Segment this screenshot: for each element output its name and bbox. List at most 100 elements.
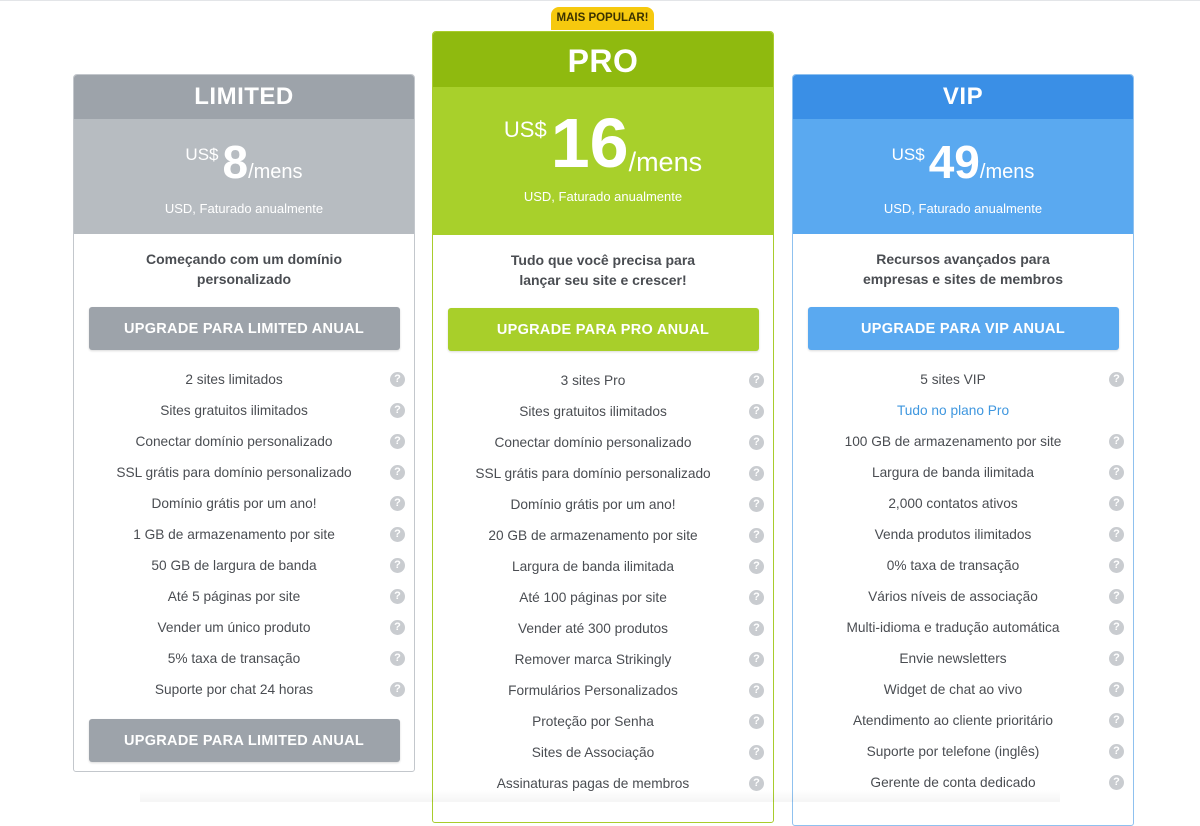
feature-item: Widget de chat ao vivo?: [793, 674, 1133, 705]
help-icon[interactable]: ?: [1109, 527, 1124, 542]
help-icon[interactable]: ?: [390, 651, 405, 666]
feature-label: Sites gratuitos ilimitados: [519, 404, 667, 419]
feature-label: 5% taxa de transação: [167, 651, 301, 666]
feature-item: 50 GB de largura de banda?: [74, 550, 414, 581]
feature-item: Domínio grátis por um ano!?: [433, 489, 773, 520]
feature-label: Assinaturas pagas de membros: [496, 776, 690, 791]
feature-item: 1 GB de armazenamento por site?: [74, 519, 414, 550]
help-icon[interactable]: ?: [749, 528, 764, 543]
help-icon[interactable]: ?: [390, 589, 405, 604]
help-icon[interactable]: ?: [749, 683, 764, 698]
feature-label: Multi-idioma e tradução automática: [846, 620, 1060, 635]
feature-list: 3 sites Pro? Sites gratuitos ilimitados? C…: [433, 365, 773, 799]
feature-label: SSL grátis para domínio personalizado: [475, 466, 711, 481]
help-icon[interactable]: ?: [749, 590, 764, 605]
help-icon[interactable]: ?: [390, 465, 405, 480]
feature-item: Remover marca Strikingly?: [433, 644, 773, 675]
feature-item: Atendimento ao cliente prioritário?: [793, 705, 1133, 736]
help-icon[interactable]: ?: [749, 652, 764, 667]
help-icon[interactable]: ?: [749, 466, 764, 481]
plan-tagline: Tudo que você precisa para lançar seu si…: [510, 252, 696, 288]
feature-label: Suporte por chat 24 horas: [154, 682, 314, 697]
upgrade-limited-bottom-button[interactable]: UPGRADE PARA LIMITED ANUAL: [88, 719, 400, 762]
help-icon[interactable]: ?: [1109, 682, 1124, 697]
help-icon[interactable]: ?: [749, 621, 764, 636]
feature-label: 20 GB de armazenamento por site: [488, 528, 698, 543]
plan-tagline: Recursos avançados para empresas e sites…: [863, 251, 1063, 287]
help-icon[interactable]: ?: [749, 776, 764, 791]
help-icon[interactable]: ?: [390, 403, 405, 418]
feature-item: Vender um único produto?: [74, 612, 414, 643]
help-icon[interactable]: ?: [1109, 651, 1124, 666]
feature-label: 0% taxa de transação: [886, 558, 1020, 573]
help-icon[interactable]: ?: [1109, 372, 1124, 387]
billing-note: USD, Faturado anualmente: [164, 201, 324, 216]
price-amount: 8: [222, 136, 249, 188]
price-currency: US$: [185, 145, 219, 164]
help-icon[interactable]: ?: [749, 745, 764, 760]
feature-label: 50 GB de largura de banda: [151, 558, 317, 573]
help-icon[interactable]: ?: [390, 558, 405, 573]
help-icon[interactable]: ?: [1109, 744, 1124, 759]
help-icon[interactable]: ?: [1109, 465, 1124, 480]
feature-link-pro-plan[interactable]: Tudo no plano Pro: [793, 395, 1133, 426]
help-icon[interactable]: ?: [749, 497, 764, 512]
help-icon[interactable]: ?: [1109, 620, 1124, 635]
feature-item: 20 GB de armazenamento por site?: [433, 520, 773, 551]
plan-card-vip: VIP US$ 49 /mens USD, Faturado anualment…: [792, 74, 1134, 826]
feature-label[interactable]: Tudo no plano Pro: [896, 403, 1010, 418]
feature-label: Conectar domínio personalizado: [135, 434, 333, 449]
feature-label: 1 GB de armazenamento por site: [133, 527, 335, 542]
top-divider: [0, 0, 1200, 1]
feature-label: 2 sites limitados: [185, 372, 283, 387]
bottom-shadow: [140, 790, 1060, 802]
plan-name: LIMITED: [74, 75, 414, 119]
feature-item: Formulários Personalizados?: [433, 675, 773, 706]
help-icon[interactable]: ?: [390, 434, 405, 449]
upgrade-limited-button[interactable]: UPGRADE PARA LIMITED ANUAL: [88, 307, 400, 350]
feature-item: Suporte por telefone (inglês)?: [793, 736, 1133, 767]
price: US$ 49 /mens: [793, 119, 1133, 191]
feature-label: Widget de chat ao vivo: [883, 682, 1023, 697]
feature-item: Largura de banda ilimitada?: [793, 457, 1133, 488]
feature-item: Até 100 páginas por site?: [433, 582, 773, 613]
help-icon[interactable]: ?: [749, 559, 764, 574]
feature-label: Largura de banda ilimitada: [871, 465, 1035, 480]
feature-label: SSL grátis para domínio personalizado: [116, 465, 352, 480]
price-box: US$ 16 /mens USD, Faturado anualmente: [433, 87, 773, 235]
help-icon[interactable]: ?: [1109, 434, 1124, 449]
billing-note: USD, Faturado anualmente: [883, 201, 1043, 216]
help-icon[interactable]: ?: [1109, 589, 1124, 604]
help-icon[interactable]: ?: [1109, 496, 1124, 511]
help-icon[interactable]: ?: [749, 714, 764, 729]
feature-item: Conectar domínio personalizado?: [433, 427, 773, 458]
help-icon[interactable]: ?: [749, 373, 764, 388]
feature-label: Suporte por telefone (inglês): [866, 744, 1040, 759]
feature-item: 3 sites Pro?: [433, 365, 773, 396]
help-icon[interactable]: ?: [1109, 558, 1124, 573]
feature-item: 5% taxa de transação?: [74, 643, 414, 674]
help-icon[interactable]: ?: [390, 620, 405, 635]
help-icon[interactable]: ?: [390, 527, 405, 542]
price-currency: US$: [891, 145, 925, 164]
feature-label: Proteção por Senha: [532, 714, 654, 729]
upgrade-vip-button[interactable]: UPGRADE PARA VIP ANUAL: [807, 307, 1119, 350]
upgrade-pro-button[interactable]: UPGRADE PARA PRO ANUAL: [447, 308, 759, 351]
help-icon[interactable]: ?: [749, 435, 764, 450]
feature-item: Venda produtos ilimitados?: [793, 519, 1133, 550]
feature-item: Conectar domínio personalizado?: [74, 426, 414, 457]
feature-item: 0% taxa de transação?: [793, 550, 1133, 581]
feature-label: 2,000 contatos ativos: [888, 496, 1018, 511]
feature-item: Proteção por Senha?: [433, 706, 773, 737]
help-icon[interactable]: ?: [1109, 775, 1124, 790]
help-icon[interactable]: ?: [390, 496, 405, 511]
feature-label: Remover marca Strikingly: [514, 652, 672, 667]
feature-label: Até 100 páginas por site: [519, 590, 667, 605]
feature-item: Gerente de conta dedicado?: [793, 767, 1133, 798]
feature-item: Suporte por chat 24 horas?: [74, 674, 414, 705]
help-icon[interactable]: ?: [1109, 713, 1124, 728]
help-icon[interactable]: ?: [390, 372, 405, 387]
help-icon[interactable]: ?: [390, 682, 405, 697]
feature-label: Envie newsletters: [899, 651, 1007, 666]
help-icon[interactable]: ?: [749, 404, 764, 419]
